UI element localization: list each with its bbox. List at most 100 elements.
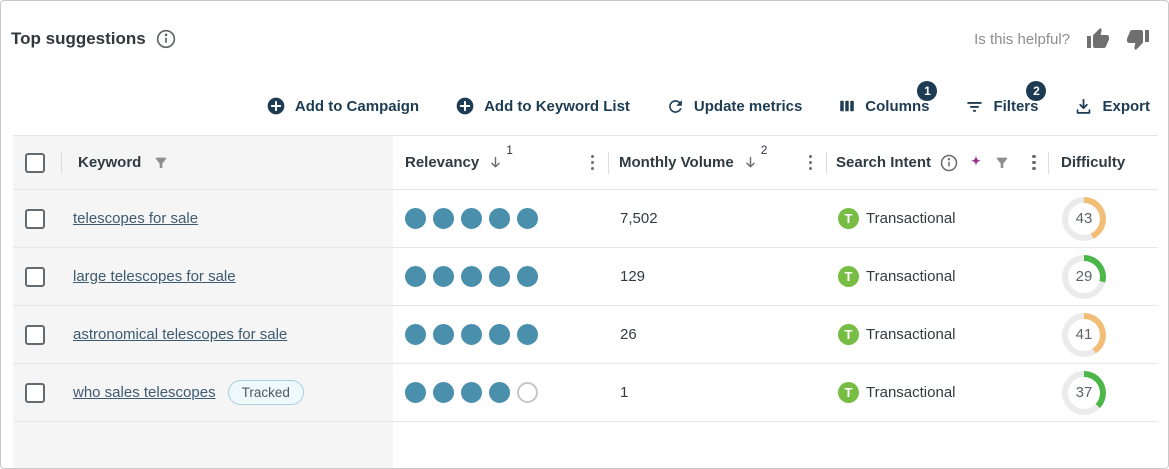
sort-order-badge: 1 (506, 143, 513, 157)
refresh-icon (669, 99, 682, 113)
relevancy-dot (405, 208, 426, 229)
relevancy-dot (433, 208, 454, 229)
transactional-intent-icon: T (838, 382, 859, 403)
relevancy-menu-button[interactable] (587, 151, 599, 175)
difficulty-ring: 37 (1062, 370, 1106, 415)
relevancy-dot (517, 266, 538, 287)
keyword-link[interactable]: who sales telescopes (73, 383, 216, 401)
sort-descending-icon[interactable] (742, 154, 759, 171)
thumbs-up-icon (1087, 28, 1109, 48)
sparkle-ai-icon (970, 155, 982, 166)
update-metrics-label: Update metrics (693, 97, 803, 115)
keyword-column-header[interactable]: Keyword (78, 154, 142, 171)
filters-badge: 2 (1026, 80, 1047, 101)
info-icon[interactable] (940, 154, 958, 172)
monthly-volume-menu-button[interactable] (805, 151, 817, 175)
search-intent-value: Transactional (866, 210, 956, 227)
relevancy-dot (461, 208, 482, 229)
add-to-campaign-button[interactable]: Add to Campaign (266, 96, 419, 116)
plus-circle-icon (456, 97, 474, 115)
search-intent-value: Transactional (866, 326, 956, 343)
transactional-intent-icon: T (838, 266, 859, 287)
relevancy-dot (433, 382, 454, 403)
divider (1048, 151, 1049, 174)
thumbs-down-button[interactable] (1126, 27, 1150, 51)
relevancy-column-header[interactable]: Relevancy (405, 154, 480, 171)
relevancy-dots (405, 208, 608, 229)
monthly-volume-column-header[interactable]: Monthly Volume (619, 154, 734, 171)
search-intent-menu-button[interactable] (1028, 151, 1040, 175)
keyword-link[interactable]: large telescopes for sale (73, 267, 236, 285)
search-intent-column-header[interactable]: Search Intent (836, 154, 932, 171)
monthly-volume-value: 1 (620, 383, 629, 401)
update-metrics-button[interactable]: Update metrics (666, 97, 802, 116)
divider (608, 151, 609, 174)
relevancy-dot (405, 266, 426, 287)
add-to-keyword-list-button[interactable]: Add to Keyword List (455, 96, 630, 116)
relevancy-dots (405, 324, 608, 345)
relevancy-dot (489, 208, 510, 229)
difficulty-ring: 29 (1062, 254, 1106, 299)
difficulty-value: 29 (1075, 268, 1093, 285)
relevancy-dot (517, 324, 538, 345)
thumbs-up-button[interactable] (1086, 27, 1110, 51)
relevancy-dots (405, 266, 608, 287)
row-checkbox[interactable] (25, 208, 45, 229)
row-checkbox[interactable] (25, 382, 45, 403)
difficulty-value: 43 (1075, 210, 1093, 227)
empty-row (13, 421, 1158, 468)
relevancy-dot (461, 382, 482, 403)
page-title: Top suggestions (11, 29, 146, 48)
relevancy-dot (517, 382, 538, 403)
filters-label: Filters (993, 97, 1039, 115)
download-icon (1077, 98, 1091, 114)
monthly-volume-value: 129 (620, 267, 646, 285)
table-row: large telescopes for sale 129 T Transact… (13, 247, 1158, 306)
relevancy-dot (405, 324, 426, 345)
add-to-keyword-list-label: Add to Keyword List (484, 97, 630, 115)
select-all-checkbox[interactable] (25, 152, 45, 173)
sort-descending-icon[interactable] (487, 154, 504, 171)
columns-label: Columns (865, 97, 930, 115)
relevancy-dot (489, 382, 510, 403)
relevancy-dot (433, 266, 454, 287)
table-row: astronomical telescopes for sale 26 T Tr… (13, 305, 1158, 364)
columns-badge: 1 (917, 81, 938, 101)
sort-order-badge: 2 (760, 143, 768, 157)
tracked-badge: Tracked (227, 379, 304, 405)
relevancy-dot (405, 382, 426, 403)
funnel-filter-icon[interactable] (994, 155, 1010, 171)
transactional-intent-icon: T (838, 208, 859, 229)
divider (826, 151, 827, 174)
export-button[interactable]: Export (1074, 97, 1150, 116)
table-header-row: Keyword Relevancy 1 (13, 135, 1158, 190)
search-intent-value: Transactional (866, 268, 956, 285)
row-checkbox[interactable] (25, 266, 45, 287)
row-checkbox[interactable] (25, 324, 45, 345)
table-row: telescopes for sale 7,502 T Transactiona… (13, 189, 1158, 248)
monthly-volume-value: 7,502 (620, 209, 658, 227)
relevancy-dot (461, 324, 482, 345)
funnel-filter-icon[interactable] (153, 155, 169, 171)
search-intent-value: Transactional (866, 384, 956, 401)
difficulty-value: 41 (1075, 326, 1093, 343)
relevancy-dot (461, 266, 482, 287)
keyword-link[interactable]: telescopes for sale (73, 209, 199, 227)
helpful-label: Is this helpful? (974, 30, 1070, 48)
relevancy-dot (517, 208, 538, 229)
thumbs-down-icon (1127, 30, 1149, 50)
relevancy-dot (489, 324, 510, 345)
columns-button[interactable]: Columns 1 (838, 81, 938, 115)
keyword-link[interactable]: astronomical telescopes for sale (73, 325, 288, 343)
filters-button[interactable]: Filters 2 (965, 80, 1047, 116)
table-row: who sales telescopes Tracked 1 T Transact… (13, 363, 1158, 422)
keyword-suggestions-table: Keyword Relevancy 1 (13, 135, 1158, 468)
plus-circle-icon (267, 97, 285, 115)
divider (61, 151, 62, 174)
info-icon[interactable] (156, 29, 176, 49)
table-toolbar: Add to Campaign Add to Keyword List Upda… (1, 77, 1168, 135)
transactional-intent-icon: T (838, 324, 859, 345)
difficulty-column-header[interactable]: Difficulty (1061, 154, 1126, 171)
columns-icon (840, 100, 855, 112)
